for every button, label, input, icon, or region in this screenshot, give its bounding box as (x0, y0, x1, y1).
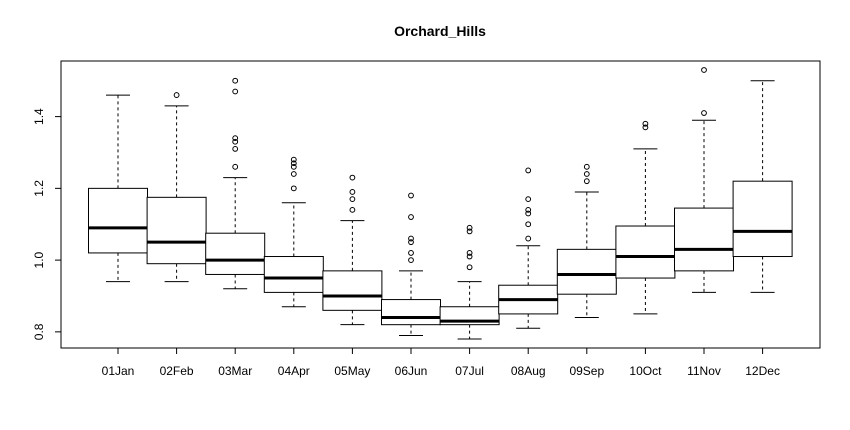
box-iqr (146, 196, 207, 265)
outlier-point (525, 206, 532, 213)
outlier-point (349, 196, 356, 203)
box-iqr (263, 256, 324, 293)
box-03Mar (205, 77, 266, 290)
box-iqr (322, 270, 383, 311)
x-tick-label: 03Mar (218, 364, 252, 378)
x-tick-label: 11Nov (687, 364, 721, 378)
x-tick-label: 07Jul (455, 364, 484, 378)
box-09Sep (556, 163, 617, 319)
outlier-point (408, 250, 414, 256)
outlier-point (232, 88, 239, 95)
box-iqr (88, 187, 148, 254)
outlier-point (642, 124, 649, 131)
outlier-point (290, 171, 297, 177)
outlier-point (583, 163, 590, 170)
outlier-point (466, 253, 473, 260)
y-tick-label: 1.0 (32, 251, 46, 268)
outlier-point (466, 264, 473, 271)
outlier-point (466, 224, 473, 231)
outlier-point (349, 206, 356, 213)
outlier-point (525, 210, 532, 217)
box-iqr (205, 232, 266, 275)
outlier-point (173, 92, 180, 98)
outlier-point (349, 189, 356, 195)
box-05May (322, 174, 383, 326)
outlier-point (583, 178, 590, 185)
x-tick-label: 09Sep (569, 364, 604, 378)
box-iqr (615, 225, 676, 279)
outlier-point (232, 145, 239, 152)
box-02Feb (146, 92, 207, 283)
x-tick-label: 04Apr (278, 364, 310, 378)
outlier-point (349, 174, 356, 181)
outlier-point (232, 135, 239, 142)
box-iqr (381, 299, 441, 326)
outlier-point (290, 160, 297, 167)
box-04Apr (263, 156, 324, 308)
outlier-point (583, 171, 590, 177)
outlier-point (232, 138, 239, 145)
outlier-point (642, 120, 649, 127)
x-tick-label: 05May (334, 364, 370, 378)
box-08Aug (498, 167, 559, 329)
outlier-point (408, 235, 414, 242)
outlier-point (290, 156, 297, 163)
y-tick-label: 0.8 (32, 323, 46, 340)
y-tick-label: 1.4 (32, 108, 46, 125)
outlier-point (701, 110, 707, 116)
outlier-point (525, 167, 532, 174)
outlier-point (408, 214, 414, 220)
x-tick-label: 12Dec (745, 364, 780, 378)
box-01Jan (88, 94, 148, 283)
outlier-point (290, 185, 297, 192)
outlier-point (408, 239, 414, 246)
box-06Jun (381, 192, 441, 336)
box-iqr (732, 180, 793, 258)
box-07Jul (439, 224, 500, 340)
outlier-point (290, 163, 297, 170)
y-tick-label: 1.2 (32, 180, 46, 197)
outlier-point (408, 257, 414, 264)
outlier-point (525, 235, 532, 242)
box-iqr (674, 207, 734, 272)
x-tick-label: 06Jun (395, 364, 428, 378)
x-axis: 01Jan 02Feb 03Mar 04Apr 05May 06Jun 07Jul 08Aug… (102, 347, 780, 378)
box-12Dec (732, 80, 793, 293)
x-tick-label: 08Aug (511, 364, 546, 378)
box-iqr (556, 248, 617, 295)
y-axis: 0.8 1.0 1.2 1.4 (32, 108, 62, 340)
x-tick-label: 10Oct (629, 364, 662, 378)
outlier-point (232, 77, 239, 84)
chart-title: Orchard_Hills (394, 23, 486, 39)
outlier-point (232, 163, 239, 170)
x-tick-label: 01Jan (102, 364, 135, 378)
x-tick-label: 02Feb (160, 364, 194, 378)
boxes-layer (88, 67, 793, 340)
outlier-point (466, 250, 473, 256)
outlier-point (466, 228, 473, 235)
outlier-point (701, 67, 707, 73)
box-11Nov (674, 67, 734, 293)
outlier-point (408, 192, 414, 199)
outlier-point (525, 221, 532, 228)
box-10Oct (615, 120, 676, 315)
outlier-point (525, 196, 532, 203)
